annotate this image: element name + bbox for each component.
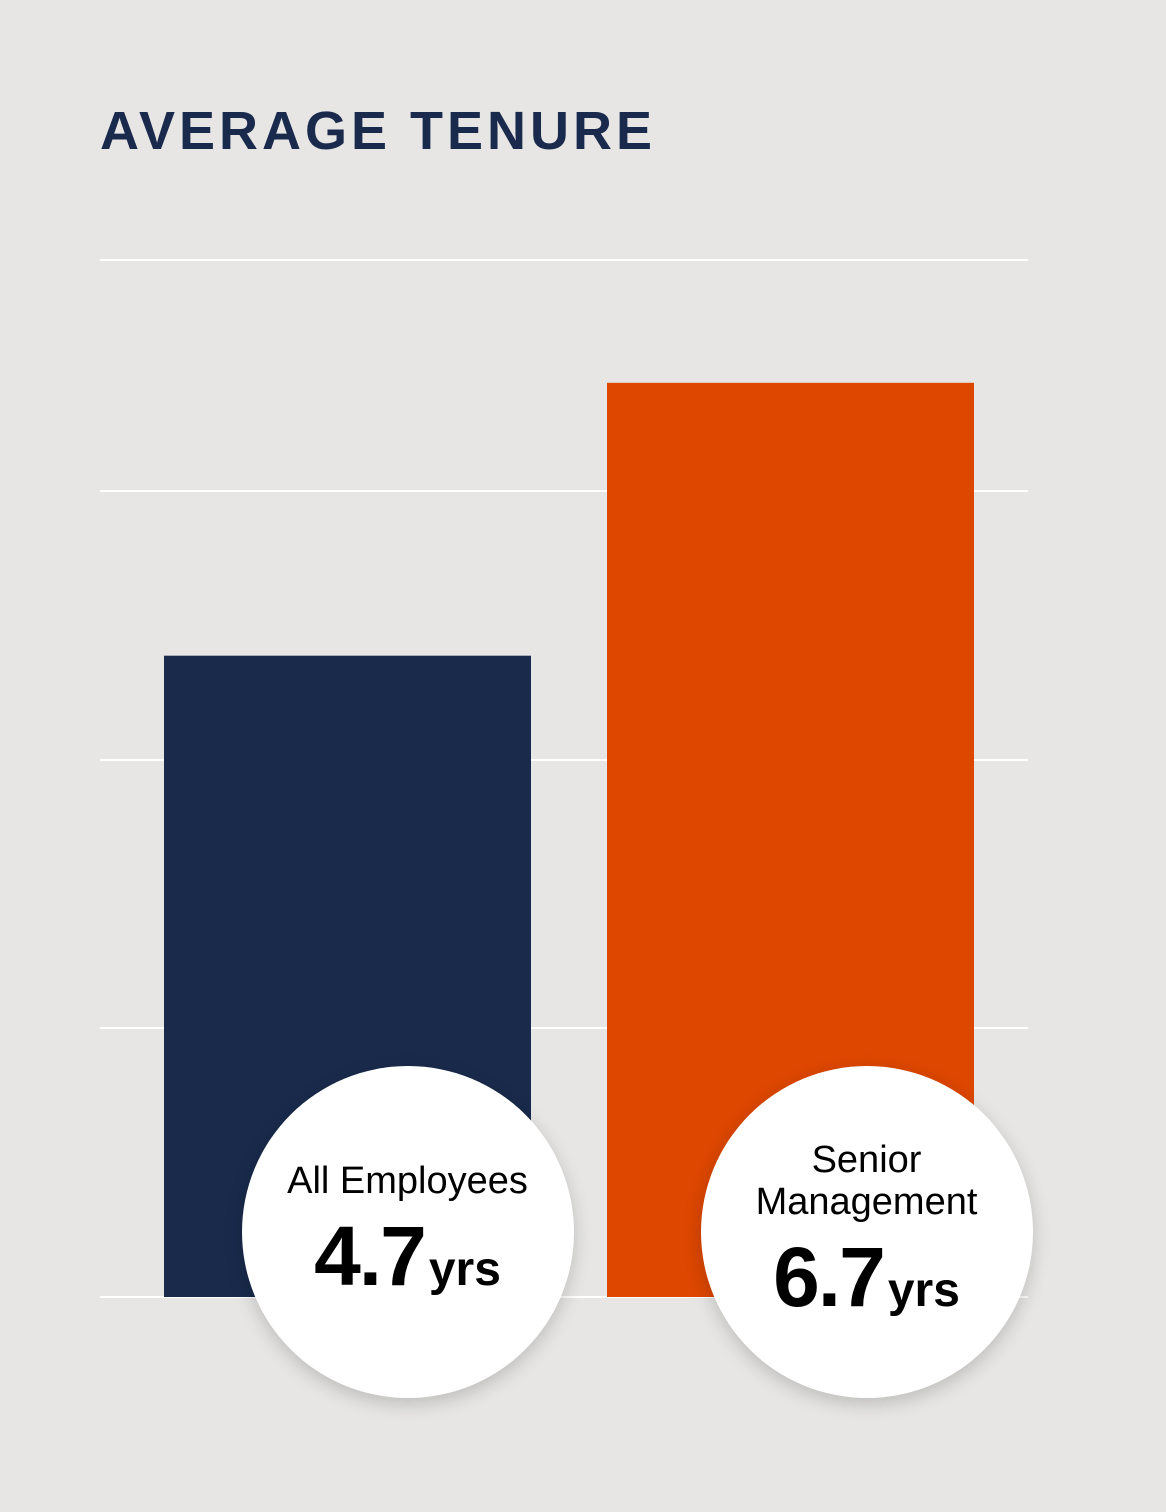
value-label: 4.7yrs <box>314 1208 501 1305</box>
value-label: 6.7yrs <box>773 1229 960 1326</box>
value-unit: yrs <box>887 1263 960 1317</box>
value-bubble: Senior Management 6.7yrs <box>700 1066 1033 1398</box>
value-unit: yrs <box>428 1242 501 1296</box>
value-bubble: All Employees 4.7yrs <box>241 1066 574 1398</box>
chart-title: AVERAGE TENURE <box>100 101 657 161</box>
category-label: All Employees <box>287 1159 528 1202</box>
category-label: Senior Management <box>755 1138 978 1223</box>
value-number: 4.7 <box>314 1208 427 1303</box>
value-number: 6.7 <box>773 1229 886 1324</box>
